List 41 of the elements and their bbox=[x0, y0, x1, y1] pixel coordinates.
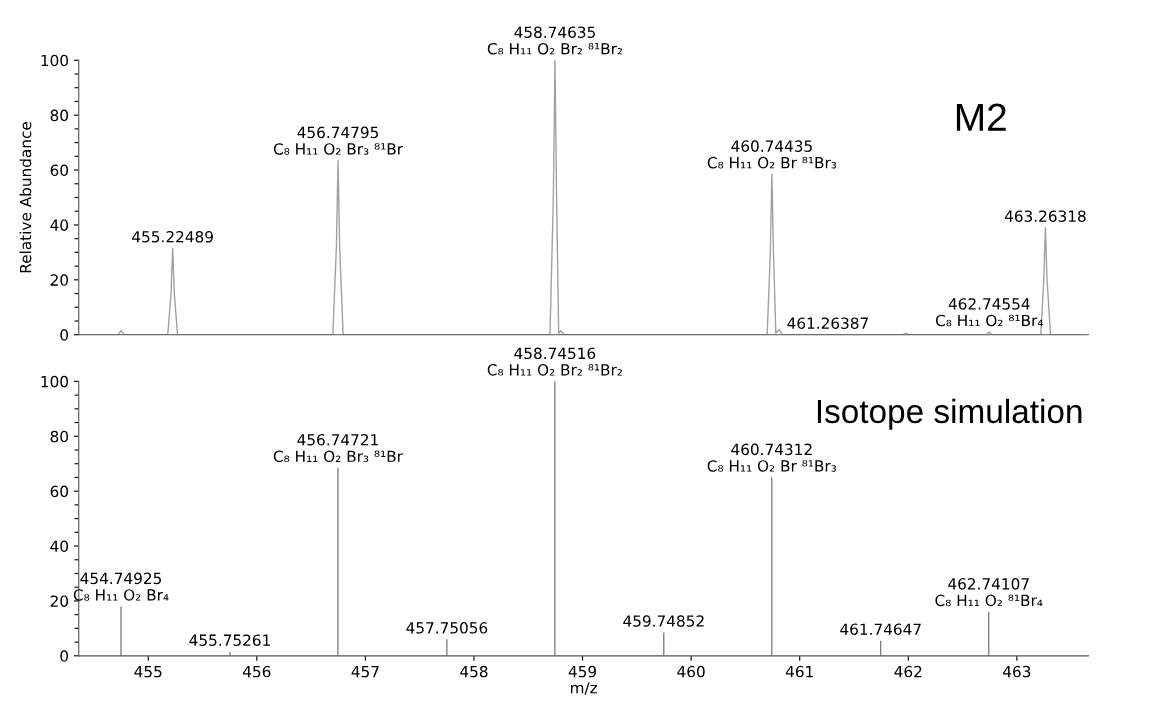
y-tick-label: 100 bbox=[41, 375, 69, 388]
annotation: 462.74107 C₈ H₁₁ O₂ ⁸¹Br₄ bbox=[935, 578, 1043, 607]
x-tick-label: 456 bbox=[242, 665, 271, 678]
annotation: 455.75261 bbox=[189, 634, 270, 646]
annotation: 454.74925 C₈ H₁₁ O₂ Br₄ bbox=[73, 572, 169, 601]
y-tick-label: 80 bbox=[50, 430, 69, 443]
x-tick-label: 462 bbox=[894, 665, 922, 678]
annotation: 455.22489 bbox=[132, 230, 213, 243]
y-tick-label: 20 bbox=[50, 274, 69, 286]
annotation: 460.74312 C₈ H₁₁ O₂ Br ⁸¹Br₃ bbox=[707, 443, 837, 472]
x-tick-label: 459 bbox=[568, 665, 597, 678]
annotation: 458.74516 C₈ H₁₁ O₂ Br₂ ⁸¹Br₂ bbox=[487, 347, 622, 376]
y-tick-label: 40 bbox=[50, 219, 69, 231]
x-tick-label: 461 bbox=[785, 665, 813, 678]
y-axis-title: Relative Abundance bbox=[19, 122, 32, 273]
annotation: 456.74795 C₈ H₁₁ O₂ Br₃ ⁸¹Br bbox=[273, 126, 404, 155]
annotation: 460.74435 C₈ H₁₁ O₂ Br ⁸¹Br₃ bbox=[707, 140, 837, 169]
annotation: M2 bbox=[956, 103, 1006, 131]
y-tick-label: 0 bbox=[60, 650, 69, 662]
annotation: 458.74635 C₈ H₁₁ O₂ Br₂ ⁸¹Br₂ bbox=[487, 26, 623, 55]
y-tick-label: 40 bbox=[50, 540, 69, 553]
annotation: 462.74554 C₈ H₁₁ O₂ ⁸¹Br₄ bbox=[935, 298, 1043, 327]
y-tick-label: 20 bbox=[50, 595, 69, 607]
x-tick-label: 463 bbox=[1003, 665, 1031, 678]
annotation: Isotope simulation bbox=[817, 398, 1082, 430]
y-tick-label: 60 bbox=[50, 485, 69, 498]
x-tick-label: 455 bbox=[134, 666, 162, 678]
annotation: 461.26387 bbox=[787, 317, 868, 329]
annotation: 459.74852 bbox=[623, 615, 704, 627]
y-tick-label: 0 bbox=[60, 329, 69, 341]
annotation: 457.75056 bbox=[406, 622, 488, 634]
y-tick-label: 60 bbox=[50, 164, 69, 177]
x-axis-title: m/z bbox=[571, 682, 597, 695]
y-tick-label: 80 bbox=[50, 109, 69, 122]
annotation: 456.74721 C₈ H₁₁ O₂ Br₃ ⁸¹Br bbox=[273, 434, 403, 463]
x-tick-label: 458 bbox=[460, 665, 488, 678]
x-tick-label: 460 bbox=[677, 665, 705, 678]
annotation: 461.74647 bbox=[840, 623, 921, 635]
y-tick-label: 100 bbox=[41, 54, 69, 67]
annotation: 463.26318 bbox=[1004, 210, 1086, 222]
x-tick-label: 457 bbox=[351, 666, 379, 678]
